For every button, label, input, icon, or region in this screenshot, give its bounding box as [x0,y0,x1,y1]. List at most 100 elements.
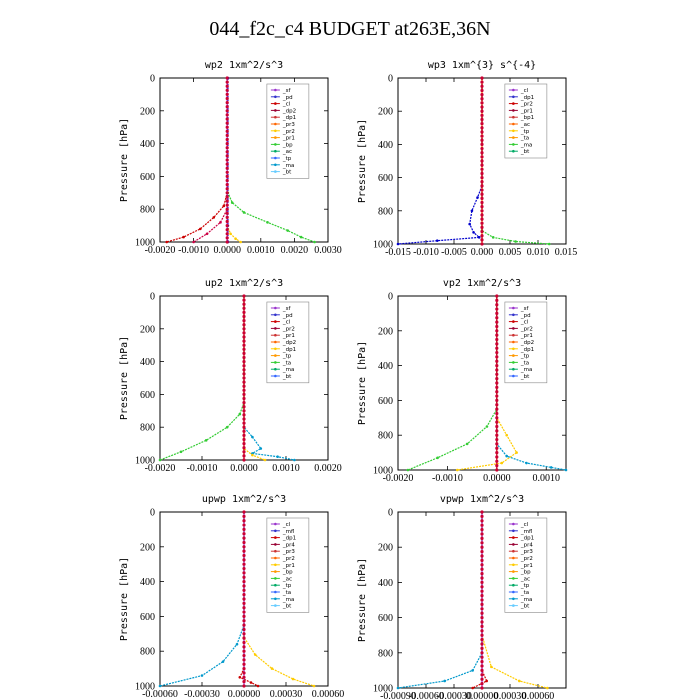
legend-label: _bt [282,604,292,610]
zero-profile-marker [495,464,499,468]
data-point [476,196,479,199]
zero-profile-marker [242,323,246,327]
zero-profile-marker [242,450,246,454]
data-point [455,468,459,472]
plot-frame [397,295,567,471]
zero-profile-marker [225,162,229,166]
legend-label: _bt [282,374,292,380]
legend-marker [274,543,277,546]
legend-label: _pr2 [282,556,295,562]
y-tick-label: 0 [150,74,155,85]
legend-label: _pr3 [282,549,296,555]
y-axis-label: Pressure [hPa] [357,558,368,642]
data-point [182,235,185,239]
zero-profile-marker [242,405,246,409]
zero-profile-marker [242,355,246,360]
legend-marker [512,109,515,112]
zero-profile-marker [480,171,484,176]
x-tick-label: 0.010 [527,247,550,258]
zero-profile-marker [480,180,484,184]
data-point [204,439,208,442]
legend-marker [274,570,277,573]
data-point [221,660,225,663]
legend-marker [274,136,277,139]
zero-profile-marker [480,554,484,558]
data-point [518,679,521,683]
zero-profile-marker [242,514,246,518]
zero-profile-marker [495,442,499,446]
legend-label: _ac [282,576,292,582]
zero-profile-marker [242,632,246,636]
zero-profile-marker [480,130,484,134]
zero-profile-marker [480,673,484,677]
zero-profile-marker [480,88,484,93]
zero-profile-marker [480,109,484,113]
zero-profile-marker [242,425,246,429]
legend-marker [512,327,515,330]
zero-profile-marker [242,446,246,450]
zero-profile-marker [225,215,229,219]
legend-marker [274,115,277,119]
zero-profile-marker [480,668,484,673]
zero-profile-marker [242,532,246,536]
data-point [219,221,222,224]
zero-profile-marker [480,677,484,681]
zero-profile-marker [495,398,499,402]
data-point [505,454,509,458]
legend-label: _mfl [520,529,533,535]
zero-profile-marker [495,337,499,342]
zero-profile-marker [225,92,229,96]
x-tick-label: 0.005 [499,247,522,258]
legend-label: _dp1 [282,347,296,353]
x-tick-label: 0.0020 [314,463,342,474]
zero-profile-marker [242,597,246,601]
legend-marker [274,306,277,310]
legend-label: _cl [282,522,291,528]
series-line [407,296,498,471]
data-point [468,222,471,226]
zero-profile-marker [480,585,484,589]
zero-profile-marker [225,240,229,244]
zero-profile-marker [480,563,484,567]
zero-profile-marker [242,364,246,368]
y-tick-label: 400 [140,139,155,150]
x-tick-label: -0.0010 [432,473,463,484]
legend-label: _bt [282,170,292,176]
y-tick-label: 200 [378,543,393,554]
data-point [263,458,267,462]
y-tick-label: 200 [378,107,393,118]
zero-profile-marker [242,298,246,302]
zero-profile-marker [242,645,246,649]
zero-profile-marker [495,316,499,320]
legend-label: _bt [520,604,530,610]
x-tick-label: -0.00030 [436,691,472,700]
legend-label: _pr1 [282,136,295,142]
panel-title: vp2 1xm^2/s^3 [443,278,521,289]
zero-profile-marker [242,442,246,446]
zero-profile-marker [495,364,499,368]
series-line [166,78,228,243]
zero-profile-marker [480,620,484,624]
data-point [286,229,289,232]
legend-label: _pr1 [520,333,533,339]
data-point [229,232,232,236]
legend-marker [512,320,515,323]
zero-profile-marker [495,320,499,324]
zero-profile-marker [480,616,484,620]
zero-profile-marker [480,117,484,122]
y-axis-label: Pressure [hPa] [119,557,130,641]
zero-profile-marker [242,571,246,575]
data-point [205,232,209,236]
legend-marker [512,88,515,92]
data-point [396,242,400,246]
zero-profile-marker [495,451,499,455]
legend-label: _tp [520,129,530,135]
legend-label: _bp [282,570,293,576]
zero-profile-marker [225,158,229,162]
zero-profile-marker [495,407,499,411]
zero-profile-marker [242,667,246,671]
data-point [547,242,551,246]
y-tick-label: 1000 [135,456,155,467]
data-point [234,237,237,241]
data-point [256,684,260,688]
